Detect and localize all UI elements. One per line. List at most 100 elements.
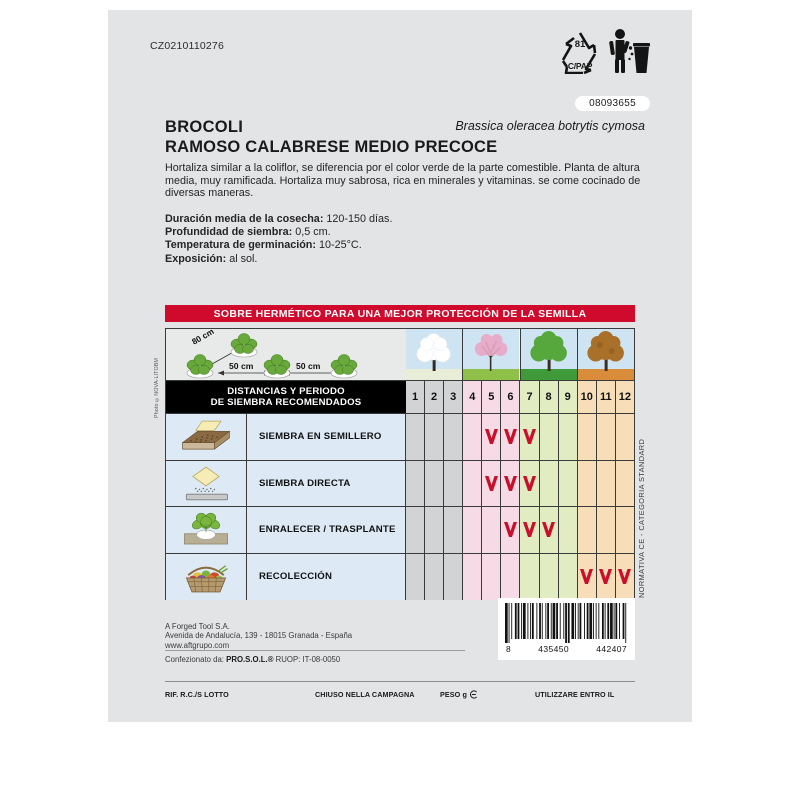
calendar-empty-cell [501,553,521,600]
spec-value: al sol. [229,252,258,265]
calendar-empty-cell [539,460,559,506]
calendar-empty-cell [596,507,616,553]
calendar-title-line2: DE SIEMBRA RECOMENDADOS [210,397,362,408]
month-header-10: 10 [577,381,597,413]
plant-spacing-label-2: 50 cm [296,361,321,371]
calendar-empty-cell [406,460,426,506]
seed-tray-icon [166,414,246,460]
packed-by-ruop: RUOP: IT-08-0050 [275,655,341,664]
calendar-marker-cell [615,553,634,600]
chevron-down-marker-icon [599,569,613,585]
calendar-empty-cell [577,507,597,553]
chevron-down-marker-icon [523,475,536,491]
spec-value: 10-25°C. [319,239,362,252]
calendar-empty-cell [463,460,483,506]
calendar-empty-cell [615,460,634,506]
calendar-empty-cell [425,507,445,553]
recycling-symbols-group: 81 C/PAP [558,28,650,78]
calendar-empty-cell [577,414,597,460]
calendar-empty-cell [444,553,464,600]
field-campagna-label: CHIUSO NELLA CAMPAGNA [315,689,415,699]
calendar-row: SIEMBRA DIRECTA [166,460,634,507]
sowing-calendar: 80 cm 50 cm 50 cm DISTANCIAS Y PERIODO D… [165,328,635,600]
month-header-4: 4 [463,381,483,413]
spec-item: Temperatura de germinación: 10-25°C. [165,239,595,252]
calendar-marker-cell [520,460,540,506]
chevron-down-marker-icon [503,475,517,491]
calendar-marker-cell [501,507,521,553]
month-header-11: 11 [596,381,616,413]
product-title-block: BROCOLI Brassica oleracea botrytis cymos… [165,118,645,157]
spec-value: 120-150 días. [326,213,393,225]
product-description: Hortaliza similar a la coliflor, se dife… [165,162,641,200]
month-header-2: 2 [425,381,445,413]
calendar-row-label: SIEMBRA DIRECTA [246,460,406,506]
calendar-empty-cell [406,507,426,553]
calendar-empty-cell [444,507,464,553]
summer-tree-icon [520,329,578,380]
barcode: 8 435450 442407 [498,598,635,660]
hermetic-seal-banner: SOBRE HERMÉTICO PARA UNA MEJOR PROTECCIÓ… [165,305,635,322]
chevron-down-marker-icon [523,522,536,538]
spec-value: 0,5 cm. [295,226,331,239]
plant-spacing-label-1: 50 cm [229,361,254,371]
chevron-down-marker-icon [503,429,517,445]
calendar-row-months [406,414,634,460]
month-header-3: 3 [444,381,464,413]
packed-by-label: Confezionato da: [165,655,224,664]
product-variety-name: RAMOSO CALABRESE MEDIO PRECOCE [165,138,498,156]
month-header-12: 12 [615,381,634,413]
barcode-left-digit: 8 [506,644,512,654]
spec-item: Profundidad de siembra: 0,5 cm. [165,226,595,239]
harvest-basket-icon [166,553,246,600]
reference-code: CZ0210110276 [150,40,225,52]
recycling-material-number: 81 [574,39,586,50]
calendar-row: SIEMBRA EN SEMILLERO [166,414,634,461]
sku-badge: 08093655 [575,96,650,111]
calendar-title-line1: DISTANCIAS Y PERIODO [227,385,345,397]
calendar-empty-cell [596,460,616,506]
company-website: www.aftgrupo.com [165,640,230,650]
calendar-marker-cell [577,553,597,600]
season-strip [406,329,634,381]
product-common-name: BROCOLI [165,118,244,136]
calendar-marker-cell [520,507,540,553]
calendar-row-months [406,507,634,553]
footer-divider [165,650,465,651]
chevron-down-marker-icon [484,429,498,445]
calendar-empty-cell [577,460,597,506]
company-address: Avenida de Andalucía, 139 - 18015 Granad… [165,631,353,641]
bottom-fields-strip: RIF. R.C./S LOTTO CHIUSO NELLA CAMPAGNA … [165,686,635,702]
calendar-empty-cell [558,460,578,506]
recycling-material-code: C/PAP [567,61,593,71]
calendar-empty-cell [406,553,426,600]
bottom-divider [165,681,635,682]
calendar-empty-cell [482,553,502,600]
calendar-empty-cell [463,553,483,600]
spec-label: Profundidad de siembra: [165,226,293,239]
company-name: A Forged Tool S.A. [165,622,230,631]
calendar-empty-cell [558,414,578,460]
spec-item: Duración media de la cosecha: 120-150 dí… [165,213,595,226]
calendar-marker-cell [520,414,540,460]
spec-label: Duración media de la cosecha: [165,213,324,225]
calendar-empty-cell [615,507,634,553]
barcode-group-1: 435450 [538,644,570,654]
calendar-empty-cell [444,460,464,506]
spec-item: Exposición: al sol. [165,253,595,266]
chevron-down-marker-icon [580,569,594,585]
spring-tree-icon [463,329,521,380]
transplant-seedling-icon [166,507,246,553]
seed-packet-back: CZ0210110276 81 C/PAP [108,10,692,722]
calendar-empty-cell [539,553,559,600]
spec-label: Temperatura de germinación: [165,239,316,252]
calendar-empty-cell [558,553,578,600]
field-utilizzare-label: UTILIZZARE ENTRO IL [535,689,615,699]
calendar-row: ENRALECER / TRASPLANTE [166,507,634,554]
recycling-mobius-loop-icon [558,28,602,75]
chevron-down-marker-icon [484,475,498,491]
calendar-empty-cell [425,553,445,600]
calendar-empty-cell [596,414,616,460]
hermetic-seal-banner-text: SOBRE HERMÉTICO PARA UNA MEJOR PROTECCIÓ… [213,307,587,320]
month-header-8: 8 [539,381,559,413]
